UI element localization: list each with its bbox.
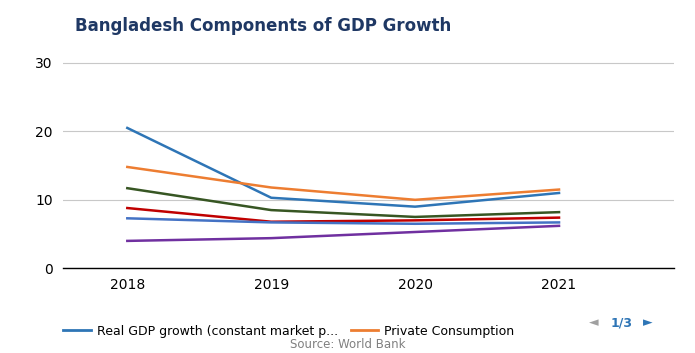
Text: ◄: ◄	[589, 317, 599, 329]
Text: Bangladesh Components of GDP Growth: Bangladesh Components of GDP Growth	[75, 17, 451, 35]
Text: 1/3: 1/3	[611, 317, 633, 329]
Legend: Real GDP growth (constant market p..., Private Consumption: Real GDP growth (constant market p..., P…	[58, 320, 519, 343]
Text: Source: World Bank: Source: World Bank	[290, 338, 405, 351]
Text: ►: ►	[643, 317, 653, 329]
